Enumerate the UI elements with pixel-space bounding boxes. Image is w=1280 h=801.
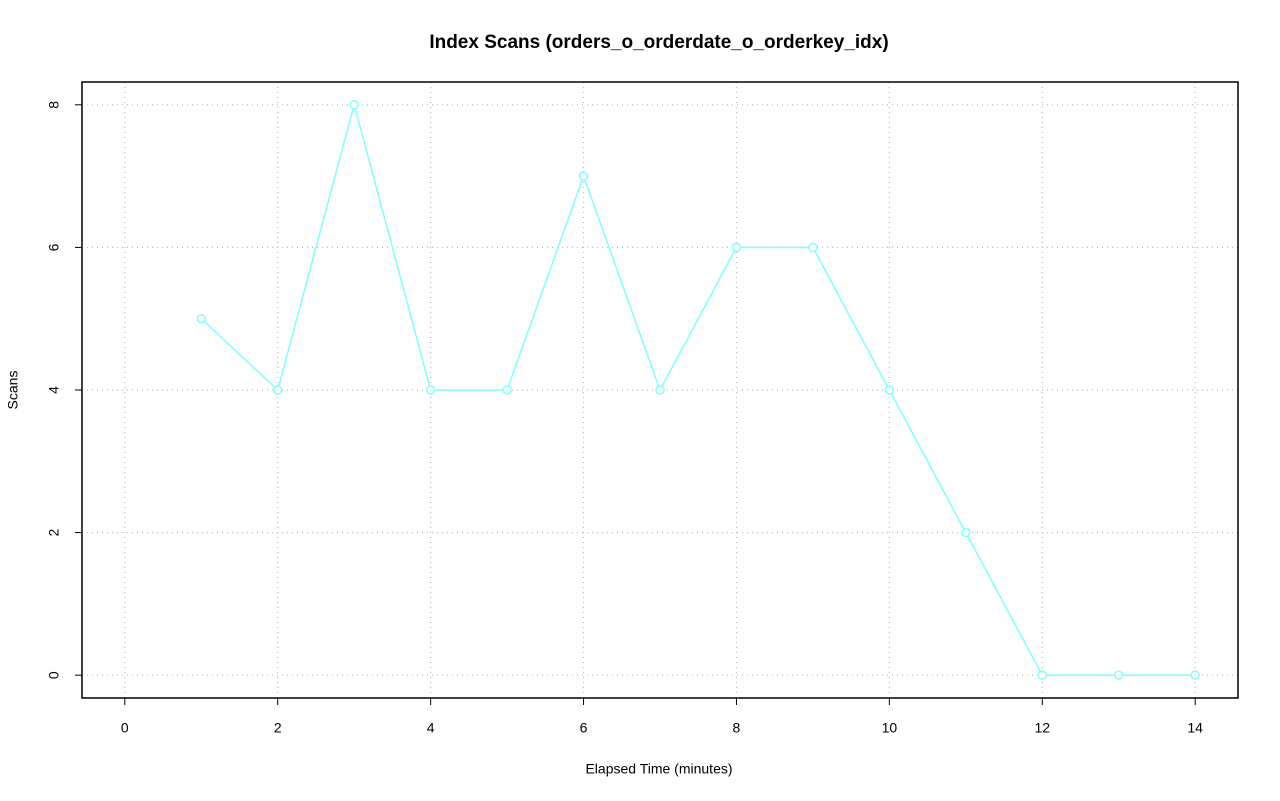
data-point bbox=[349, 100, 359, 110]
y-tick-label: 6 bbox=[46, 243, 62, 251]
data-point bbox=[272, 385, 283, 395]
data-point bbox=[1190, 670, 1200, 680]
x-tick-label: 0 bbox=[121, 720, 129, 736]
y-tick-label: 0 bbox=[46, 671, 62, 679]
data-line bbox=[200, 101, 1196, 676]
data-point bbox=[578, 171, 589, 181]
data-point bbox=[961, 527, 971, 538]
x-tick-label: 8 bbox=[733, 720, 741, 736]
data-point bbox=[1113, 670, 1124, 680]
x-axis-title: Elapsed Time (minutes) bbox=[585, 761, 732, 777]
y-axis-title: Scans bbox=[5, 371, 21, 410]
x-tick-label: 10 bbox=[882, 720, 898, 736]
data-point bbox=[731, 242, 742, 253]
x-tick-label: 12 bbox=[1034, 720, 1050, 736]
plot-frame bbox=[81, 81, 1239, 699]
x-tick-label: 2 bbox=[274, 720, 282, 736]
data-point bbox=[655, 385, 665, 395]
data-point bbox=[502, 385, 512, 395]
data-point bbox=[196, 313, 207, 324]
data-point bbox=[808, 242, 818, 253]
y-tick-label: 2 bbox=[46, 528, 62, 536]
chart-title: Index Scans (orders_o_orderdate_o_orderk… bbox=[429, 32, 888, 53]
data-point bbox=[884, 385, 895, 395]
x-tick-label: 14 bbox=[1187, 720, 1203, 736]
data-point bbox=[425, 385, 436, 395]
y-tick-label: 8 bbox=[46, 101, 62, 109]
x-tick-label: 6 bbox=[580, 720, 588, 736]
x-tick-label: 4 bbox=[427, 720, 435, 736]
y-tick-label: 4 bbox=[46, 386, 62, 394]
data-point bbox=[1037, 670, 1048, 680]
